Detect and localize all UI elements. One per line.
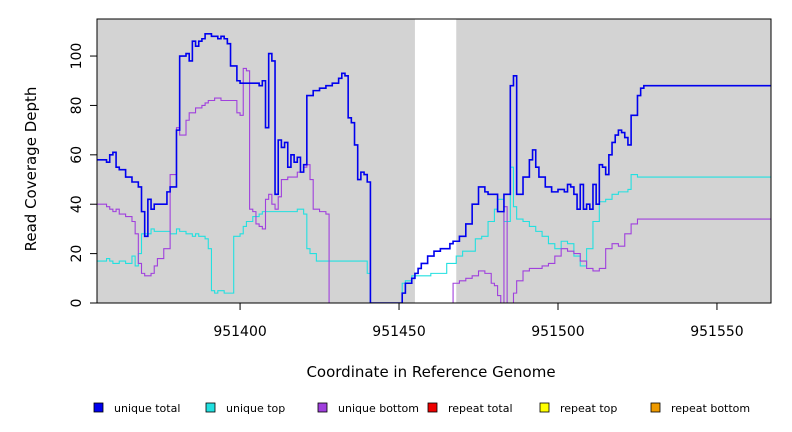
y-tick-label-0: 0 <box>69 299 85 308</box>
y-axis-title: Read Coverage Depth <box>22 87 40 252</box>
y-tick-label-20: 20 <box>69 245 85 263</box>
plot-frame <box>96 18 772 304</box>
x-tick-label-951550: 951550 <box>690 324 743 340</box>
series-line-unique-total <box>97 33 771 303</box>
legend-swatch-unique-total <box>93 402 104 413</box>
legend-label-unique-total: unique total <box>114 402 180 415</box>
y-tick-label-60: 60 <box>69 146 85 164</box>
y-tick-label-80: 80 <box>69 97 85 115</box>
legend-label-repeat-top: repeat top <box>560 402 617 415</box>
legend-label-unique-bottom: unique bottom <box>338 402 419 415</box>
legend-swatch-repeat-top <box>539 402 550 413</box>
x-tick-label-951400: 951400 <box>213 324 266 340</box>
legend-label-repeat-total: repeat total <box>448 402 513 415</box>
legend-label-unique-top: unique top <box>226 402 285 415</box>
legend-swatch-repeat-bottom <box>650 402 661 413</box>
legend-swatch-repeat-total <box>427 402 438 413</box>
series-line-unique-bottom <box>97 67 771 303</box>
y-tick-label-40: 40 <box>69 195 85 213</box>
y-tick-label-100: 100 <box>69 43 85 70</box>
shaded-region-1 <box>97 19 415 303</box>
legend-swatch-unique-top <box>205 402 216 413</box>
x-axis-title: Coordinate in Reference Genome <box>306 363 555 381</box>
x-tick-label-951450: 951450 <box>372 324 425 340</box>
shaded-region-2 <box>456 19 771 303</box>
x-tick-label-951500: 951500 <box>531 324 584 340</box>
legend-swatch-unique-bottom <box>317 402 328 413</box>
legend-label-repeat-bottom: repeat bottom <box>671 402 750 415</box>
